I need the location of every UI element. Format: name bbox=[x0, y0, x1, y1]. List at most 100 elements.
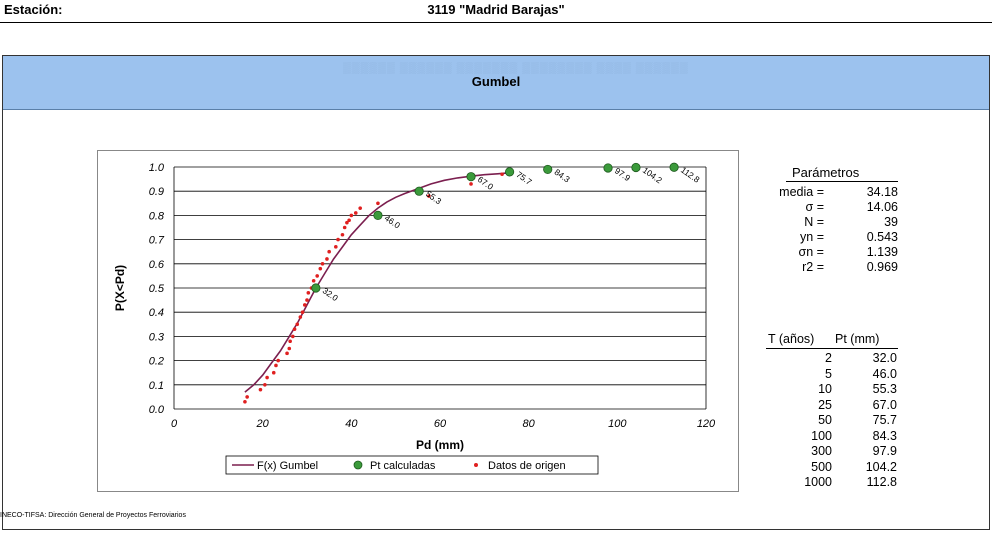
parameter-key: σ = bbox=[805, 200, 825, 214]
return-row: 500 104.2 bbox=[760, 460, 910, 475]
parameter-key: yn = bbox=[800, 230, 824, 244]
y-tick-label: 0.4 bbox=[149, 307, 164, 319]
parameter-value: 34.18 bbox=[866, 185, 898, 199]
point-label: 104.2 bbox=[641, 165, 664, 186]
y-tick-label: 0.6 bbox=[149, 259, 165, 271]
data-point bbox=[315, 274, 319, 278]
return-precip: 97.9 bbox=[872, 444, 897, 458]
y-tick-label: 0.1 bbox=[149, 380, 164, 392]
header-t-anos: T (años) bbox=[768, 332, 815, 346]
y-tick-label: 0.8 bbox=[149, 210, 165, 222]
parameter-key: σn = bbox=[798, 245, 824, 259]
calculated-point bbox=[466, 172, 476, 182]
data-point bbox=[327, 249, 331, 254]
x-tick-label: 120 bbox=[697, 418, 716, 430]
return-period: 2 bbox=[825, 351, 832, 365]
point-label: 67.0 bbox=[476, 174, 496, 192]
data-point bbox=[265, 375, 269, 380]
data-point bbox=[318, 266, 323, 271]
data-point bbox=[320, 262, 325, 266]
parameter-key: media = bbox=[779, 185, 824, 199]
data-point bbox=[302, 303, 307, 307]
calculated-point bbox=[311, 283, 321, 293]
legend-point-swatch bbox=[353, 460, 363, 470]
return-precip: 84.3 bbox=[872, 428, 897, 443]
return-precip: 46.0 bbox=[872, 366, 897, 381]
calculated-point bbox=[669, 162, 679, 172]
calculated-point bbox=[373, 210, 383, 221]
legend-label: Datos de origen bbox=[488, 460, 566, 472]
station-label: Estación: bbox=[4, 2, 63, 17]
calculated-point bbox=[603, 163, 613, 173]
return-row: 10 55.3 bbox=[760, 382, 910, 397]
parameter-value: 0.969 bbox=[866, 260, 898, 274]
banner-title: Gumbel bbox=[471, 74, 521, 89]
parameters-title: Parámetros bbox=[792, 165, 860, 180]
parameter-row: media = 34.18 bbox=[760, 185, 900, 200]
data-point bbox=[300, 310, 305, 314]
legend-box bbox=[225, 455, 599, 475]
x-tick-label: 80 bbox=[523, 418, 536, 430]
gumbel-chart: 0.0 0.1 0.2 0.3 0.4 0.5 0.6 0.7 0.8 0.9 1.0 0 20 40 60… bbox=[113, 162, 716, 475]
parameter-value: 39 bbox=[884, 215, 898, 229]
data-point bbox=[349, 213, 354, 218]
data-point bbox=[427, 194, 431, 198]
gumbel-panel: ▒▒▒▒▒▒ ▒▒▒▒▒▒ ▒▒▒▒▒▒▒ ▒▒▒▒▒▒▒▒ ▒▒▒▒ ▒▒▒▒… bbox=[2, 55, 990, 530]
header-pt-mm: Pt (mm) bbox=[835, 332, 880, 346]
parameter-key: r2 = bbox=[802, 260, 824, 274]
point-label: 84.3 bbox=[553, 167, 573, 185]
data-point bbox=[276, 358, 280, 363]
return-precip: 112.8 bbox=[866, 475, 897, 489]
return-precip: 67.0 bbox=[872, 397, 897, 412]
data-point bbox=[345, 220, 349, 225]
parameter-key: N = bbox=[804, 215, 824, 229]
return-precip: 75.7 bbox=[872, 413, 897, 427]
x-tick-label: 20 bbox=[256, 418, 270, 430]
calculated-point bbox=[505, 167, 515, 177]
return-row: 2 32.0 bbox=[760, 351, 910, 366]
y-tick-label: 0.9 bbox=[149, 186, 164, 198]
x-tick-label: 0 bbox=[171, 418, 178, 430]
legend-label: Pt calculadas bbox=[370, 460, 436, 472]
y-tick-label: 0.0 bbox=[149, 404, 165, 416]
y-tick-label: 1.0 bbox=[149, 162, 165, 174]
data-point bbox=[342, 225, 347, 230]
return-precip: 32.0 bbox=[872, 351, 897, 365]
footer-credit: INECO-TIFSA: Dirección General de Proyec… bbox=[0, 512, 186, 519]
return-row: 50 75.7 bbox=[760, 413, 910, 428]
data-point bbox=[285, 351, 289, 356]
x-axis-label: Pd (mm) bbox=[416, 438, 464, 452]
parameters-underline bbox=[786, 181, 898, 182]
data-point bbox=[295, 322, 300, 327]
x-tick-label: 40 bbox=[345, 418, 358, 430]
data-point bbox=[358, 206, 363, 210]
return-row: 300 97.9 bbox=[760, 444, 910, 459]
y-tick-label: 0.3 bbox=[149, 331, 165, 343]
parameter-value: 0.543 bbox=[866, 230, 898, 244]
data-point bbox=[287, 346, 292, 351]
parameter-value: 1.139 bbox=[866, 245, 898, 259]
data-point bbox=[353, 211, 358, 215]
point-label: 97.9 bbox=[613, 165, 633, 183]
return-row: 100 84.3 bbox=[760, 429, 910, 444]
calculated-point bbox=[543, 164, 553, 175]
return-row: 1000 112.8 bbox=[760, 475, 910, 490]
parameter-row: σ = 14.06 bbox=[760, 200, 900, 215]
data-point bbox=[298, 315, 303, 319]
data-point bbox=[292, 327, 297, 331]
return-period: 100 bbox=[811, 428, 832, 443]
parameter-value: 14.06 bbox=[866, 200, 898, 214]
data-point bbox=[336, 237, 340, 242]
return-precip: 104.2 bbox=[865, 459, 897, 474]
y-tick-label: 0.2 bbox=[149, 356, 164, 368]
return-row: 25 67.0 bbox=[760, 398, 910, 413]
data-point bbox=[291, 334, 295, 339]
point-label: 112.8 bbox=[679, 165, 702, 185]
station-header: Estación: 3119 "Madrid Barajas" bbox=[0, 0, 992, 23]
legend-data-swatch bbox=[474, 463, 478, 467]
data-point bbox=[245, 395, 249, 399]
data-point bbox=[334, 245, 338, 249]
data-point bbox=[274, 363, 278, 368]
return-period: 25 bbox=[818, 397, 832, 412]
data-point bbox=[500, 172, 504, 177]
